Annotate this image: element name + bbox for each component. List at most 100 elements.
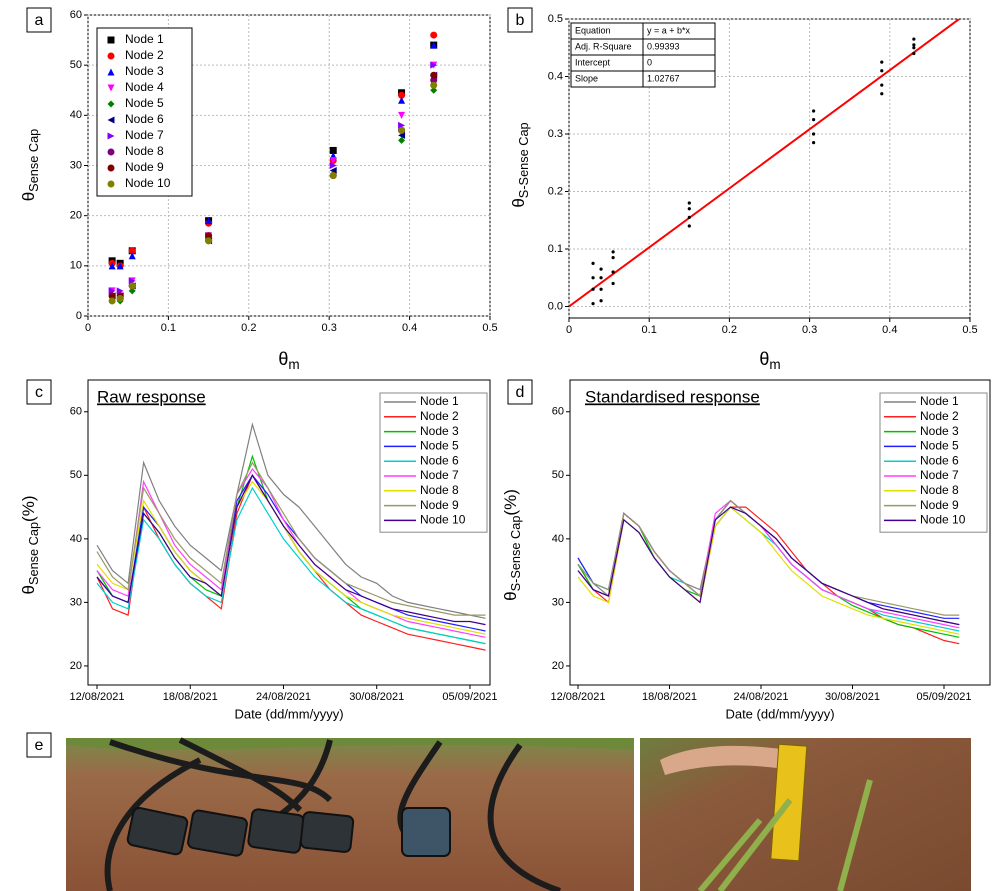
point xyxy=(880,83,884,87)
marker xyxy=(430,61,438,69)
grass-blades xyxy=(697,779,873,891)
x-tick-label: 05/09/2021 xyxy=(442,691,497,703)
legend-label: Node 2 xyxy=(920,409,959,423)
x-tick-label: 0.3 xyxy=(322,322,337,334)
hand xyxy=(660,745,800,775)
point xyxy=(687,224,691,228)
point xyxy=(912,51,916,56)
legend-label: Node 5 xyxy=(125,96,164,110)
x-tick-label: 0 xyxy=(85,322,91,334)
legend-label: Node 7 xyxy=(125,128,164,142)
point xyxy=(812,132,816,136)
legend-label: Node 9 xyxy=(125,160,164,174)
y-tick-label: 0 xyxy=(76,310,82,322)
y-tick-label: 60 xyxy=(70,406,82,418)
marker xyxy=(329,167,337,175)
legend-label: Node 6 xyxy=(125,112,164,126)
y-tick-label: 30 xyxy=(552,596,564,608)
table-value: 0.99393 xyxy=(647,41,680,51)
y-tick-label: 0.1 xyxy=(548,243,563,255)
marker xyxy=(107,116,115,124)
marker xyxy=(329,172,337,180)
x-tick-label: 24/08/2021 xyxy=(733,691,788,703)
legend-label: Node 8 xyxy=(920,483,959,497)
x-tick-label: 0.1 xyxy=(642,324,657,336)
legend-label: Node 8 xyxy=(125,144,164,158)
x-tick-label: 18/08/2021 xyxy=(163,691,218,703)
legend-label: Node 3 xyxy=(920,424,959,438)
point xyxy=(599,287,603,291)
series-line xyxy=(96,480,486,635)
marker xyxy=(128,252,136,260)
y-tick-label: 0.4 xyxy=(548,70,563,82)
x-tick-label: 30/08/2021 xyxy=(349,691,404,703)
axis-subscript: m xyxy=(288,357,299,372)
panel-label: b xyxy=(516,12,525,29)
panel-label-box xyxy=(507,7,533,33)
panel-label-box xyxy=(26,732,52,758)
point xyxy=(687,207,691,211)
marker xyxy=(398,121,406,129)
marker xyxy=(329,156,337,164)
table-value: 1.02767 xyxy=(647,73,680,83)
legend-label: Node 9 xyxy=(920,498,959,512)
marker xyxy=(205,217,213,225)
legend-label: Node 1 xyxy=(420,394,459,408)
y-tick-label: 30 xyxy=(70,596,82,608)
chart-panel: 0.00.10.20.30.40.50 0.1 0.2 0.3 0.4 0.5bθmθS-… xyxy=(507,7,978,372)
panel-subtitle: Standardised response xyxy=(585,387,760,406)
point xyxy=(880,60,884,64)
marker xyxy=(430,31,438,39)
legend-label: Node 7 xyxy=(920,468,959,482)
marker xyxy=(116,294,124,302)
y-axis-label: θSense Cap xyxy=(19,129,41,202)
marker xyxy=(128,282,136,290)
legend-label: Node 5 xyxy=(420,439,459,453)
point xyxy=(591,261,595,265)
series-line xyxy=(96,474,486,626)
legend-label: Node 9 xyxy=(420,498,459,512)
y-axis-label: θS-Sense Cap(%) xyxy=(501,489,523,601)
axis-subscript: S-Sense Cap xyxy=(508,516,523,592)
panel-label: c xyxy=(35,384,43,401)
x-tick-label: 0.2 xyxy=(241,322,256,334)
series-line xyxy=(577,506,960,626)
x-tick-label: 0.5 xyxy=(482,322,497,334)
x-axis-label: θm xyxy=(278,349,299,372)
marker xyxy=(107,132,115,140)
axis-symbol: θ xyxy=(19,192,38,201)
sensors xyxy=(126,806,451,857)
x-tick-label: 30/08/2021 xyxy=(825,691,880,703)
legend-label: Node 10 xyxy=(420,513,466,527)
table-value: 0 xyxy=(647,57,652,67)
y-tick-label: 50 xyxy=(552,469,564,481)
marker xyxy=(205,232,213,240)
point xyxy=(599,267,603,271)
x-tick-label: 12/08/2021 xyxy=(550,691,605,703)
chart-panel: 20 30 40 50 60 12/08/2021 18/08/2021 24/08/2021… xyxy=(501,379,991,721)
marker xyxy=(128,247,136,255)
point xyxy=(912,37,916,41)
x-tick-label: 12/08/2021 xyxy=(69,691,124,703)
x-axis-label: Date (dd/mm/yyyy) xyxy=(234,706,343,721)
y-tick-label: 60 xyxy=(552,406,564,418)
point xyxy=(687,215,691,219)
legend-label: Node 10 xyxy=(920,513,966,527)
y-tick-label: 40 xyxy=(70,109,82,121)
point xyxy=(599,299,603,303)
point xyxy=(611,281,615,286)
y-tick-label: 50 xyxy=(70,469,82,481)
axis-symbol: θ xyxy=(759,349,769,369)
marker xyxy=(398,131,406,139)
point xyxy=(812,109,816,113)
legend-label: Node 7 xyxy=(420,468,459,482)
x-tick-label: 05/09/2021 xyxy=(916,691,971,703)
legend-label: Node 5 xyxy=(920,439,959,453)
point xyxy=(812,141,816,145)
plot-area xyxy=(96,422,486,651)
legend-label: Node 1 xyxy=(920,394,959,408)
point xyxy=(880,69,884,73)
panel-label: d xyxy=(516,384,525,401)
marker xyxy=(108,287,116,295)
